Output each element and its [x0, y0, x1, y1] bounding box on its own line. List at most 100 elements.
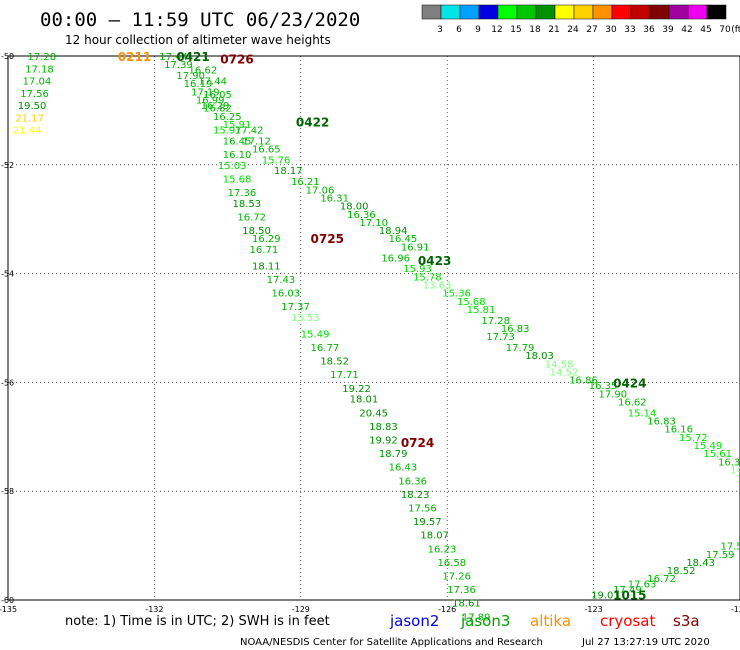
swh-value-label: 18.52: [320, 357, 349, 368]
swh-value-label: 16.77: [311, 343, 340, 354]
scale-label: 24: [567, 25, 579, 35]
swh-value-label: 15.97: [213, 125, 242, 136]
swh-value-label: 16.83: [501, 324, 530, 335]
swh-value-label: 15.93: [403, 264, 432, 275]
swh-value-label: 17.79: [506, 343, 535, 354]
scale-label: 18: [529, 25, 541, 35]
swh-value-label: 17.90: [598, 389, 627, 400]
scale-label: 36: [643, 25, 655, 35]
swh-value-label: 15.81: [467, 305, 496, 316]
footer-credit: NOAA/NESDIS Center for Satellite Applica…: [240, 637, 543, 648]
swh-value-label: 18.83: [369, 422, 398, 433]
pass-time-label: 0422: [296, 115, 329, 129]
swh-value-label: 17.90: [176, 71, 205, 82]
swh-value-label: 15.14: [628, 408, 657, 419]
pass-time-label: 1015: [613, 589, 646, 603]
footer-note: note: 1) Time is in UTC; 2) SWH is in fe…: [65, 614, 330, 629]
swh-value-label: 15.02: [738, 474, 740, 485]
scale-label: 6: [456, 25, 462, 35]
pass-time-label: 0424: [613, 376, 646, 390]
scale-swatch: [573, 4, 594, 20]
swh-value-label: 17.42: [235, 125, 264, 136]
satellite-legend-entry: jason3: [460, 612, 510, 630]
swh-value-label: 18.00: [340, 202, 369, 213]
chart-subtitle: 12 hour collection of altimeter wave hei…: [65, 33, 331, 47]
pass-time-label: 0211: [118, 50, 151, 64]
scale-swatch: [687, 4, 708, 20]
data-points: 17.2817.1817.0417.5619.5021.1721.4417.44…: [13, 52, 740, 623]
swh-value-label: 17.26: [442, 572, 471, 583]
y-tick-label: -54: [1, 270, 14, 279]
chart-title: 00:00 – 11:59 UTC 06/23/2020: [40, 9, 360, 31]
scale-label: 21: [548, 25, 559, 35]
swh-value-label: 17.10: [359, 218, 388, 229]
swh-value-label: 15.61: [703, 449, 732, 460]
swh-value-label: 16.72: [237, 212, 266, 223]
time-labels: 0211 0421 0726 0422 0725 0423 0424 0724 1015: [118, 50, 647, 603]
swh-value-label: 19.22: [342, 384, 371, 395]
scale-label: 45: [700, 25, 711, 35]
swh-value-label: 16.82: [203, 104, 232, 115]
grid: [8, 56, 740, 600]
scale-label: 3: [437, 25, 443, 35]
x-tick-label: -120: [731, 605, 740, 614]
scale-swatch: [440, 4, 461, 20]
footer-timestamp: Jul 27 13:27:19 UTC 2020: [581, 637, 710, 648]
swh-value-label: 15.76: [262, 155, 291, 166]
pass-time-label: 0725: [311, 232, 344, 246]
swh-value-label: 17.28: [28, 52, 57, 63]
scale-label: 15: [510, 25, 521, 35]
swh-value-label: 16.83: [647, 416, 676, 427]
scale-label: 70: [719, 25, 731, 35]
x-tick-label: -132: [145, 605, 163, 614]
swh-value-label: 18.03: [525, 351, 554, 362]
swh-value-label: 18.11: [252, 261, 281, 272]
swh-value-label: 18.52: [667, 566, 696, 577]
swh-value-label: 21.17: [15, 113, 44, 124]
swh-value-label: 18.43: [686, 558, 715, 569]
swh-value-label: 17.59: [706, 550, 735, 561]
swh-value-label: 14.52: [550, 368, 579, 379]
swh-value-label: 18.01: [350, 395, 379, 406]
swh-value-label: 16.36: [398, 476, 427, 487]
swh-value-label: 17.19: [191, 87, 220, 98]
swh-value-label: 16.05: [203, 90, 232, 101]
swh-value-label: 17.12: [242, 136, 271, 147]
x-tick-label: -123: [585, 605, 603, 614]
scale-swatch: [478, 4, 499, 20]
swh-value-label: 17.89: [462, 612, 491, 623]
swh-value-label: 15.68: [223, 174, 252, 185]
swh-value-label: 16.62: [618, 397, 647, 408]
swh-value-label: 16.65: [252, 144, 281, 155]
scale-unit: (ft): [731, 25, 740, 35]
swh-value-label: 16.23: [428, 544, 457, 555]
scale-label: 30: [605, 25, 617, 35]
swh-value-label: 16.25: [213, 112, 242, 123]
swh-value-label: 16.96: [381, 253, 410, 264]
swh-value-label: 15.03: [218, 161, 247, 172]
swh-value-label: 14.58: [545, 359, 574, 370]
swh-value-label: 16.35: [589, 381, 618, 392]
swh-value-label: 18.50: [242, 226, 271, 237]
swh-value-label: 13.63: [423, 280, 452, 291]
swh-value-label: 17.06: [306, 185, 335, 196]
swh-value-label: 16.35: [718, 457, 740, 468]
swh-value-label: 17.37: [281, 302, 310, 313]
swh-value-label: 17.49: [613, 585, 642, 596]
swh-value-label: 16.19: [184, 79, 213, 90]
swh-value-label: 17.44: [198, 76, 227, 87]
swh-value-label: 17.36: [228, 188, 257, 199]
scale-swatch: [592, 4, 613, 20]
swh-value-label: 19.01: [591, 591, 620, 602]
swh-value-label: 17.43: [267, 275, 296, 286]
plot-frame: [7, 55, 740, 601]
y-tick-label: -52: [1, 161, 14, 170]
swh-value-label: 14.94: [730, 465, 740, 476]
swh-value-label: 15.36: [442, 289, 471, 300]
scale-label: 12: [491, 25, 502, 35]
swh-value-label: 16.21: [291, 177, 320, 188]
swh-value-label: 19.92: [369, 436, 398, 447]
swh-value-label: 15.72: [679, 433, 708, 444]
pass-time-label: 0421: [176, 50, 209, 64]
